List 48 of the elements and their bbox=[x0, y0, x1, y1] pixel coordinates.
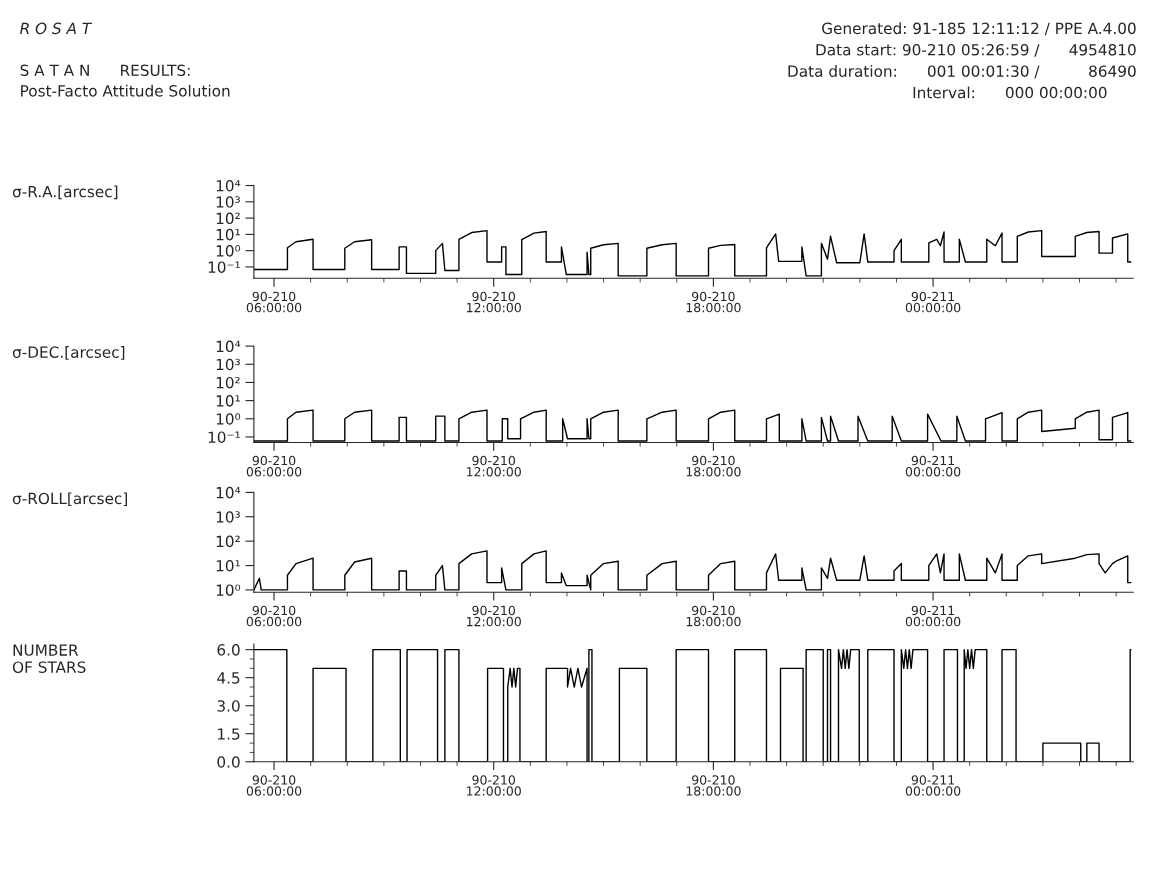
y-axis-title: NUMBER OF STARS bbox=[12, 644, 86, 673]
y-tick-label: 6.0 bbox=[217, 644, 240, 656]
text: R O S A T bbox=[20, 22, 93, 35]
y-tick-label: 10⁻¹ bbox=[208, 261, 240, 273]
y-tick-label: 0.0 bbox=[217, 756, 240, 768]
y-tick-label: 10³ bbox=[216, 358, 240, 371]
x-tick-label: 90-210 12:00:00 bbox=[467, 455, 521, 477]
y-tick-label: 10⁰ bbox=[216, 413, 241, 425]
x-tick-label: 90-210 06:00:00 bbox=[246, 455, 302, 477]
y-tick-label: 10³ bbox=[216, 196, 240, 208]
y-axis-title: σ-ROLL[arcsec] bbox=[12, 492, 127, 507]
y-tick-label: 10¹ bbox=[216, 560, 240, 572]
x-tick-label: 90-211 00:00:00 bbox=[905, 775, 961, 796]
y-axis-title: σ-R.A.[arcsec] bbox=[12, 185, 118, 200]
x-tick-label: 90-210 06:00:00 bbox=[246, 605, 302, 627]
y-tick-label: 10² bbox=[216, 535, 240, 548]
y-tick-label: 10⁴ bbox=[216, 180, 241, 192]
text: Data duration: 001 00:01:30 / 86490 bbox=[788, 65, 1136, 79]
x-tick-label: 90-210 12:00:00 bbox=[467, 605, 521, 627]
y-tick-label: 10¹ bbox=[216, 228, 240, 241]
text: Interval: 000 00:00:00 bbox=[913, 86, 1107, 99]
y-tick-label: 10⁰ bbox=[216, 245, 241, 257]
y-tick-label: 10² bbox=[216, 376, 240, 389]
x-tick-label: 90-210 18:00:00 bbox=[686, 605, 741, 627]
x-tick-label: 90-210 06:00:00 bbox=[246, 291, 302, 313]
y-tick-label: 10⁻¹ bbox=[208, 431, 240, 443]
x-tick-label: 90-210 18:00:00 bbox=[686, 775, 741, 796]
x-tick-label: 90-210 18:00:00 bbox=[686, 455, 741, 477]
y-tick-label: 10² bbox=[216, 212, 240, 225]
text: S A T A N RESULTS: Post-Facto Attitude Solution bbox=[20, 64, 230, 97]
text: Generated: 91-185 12:11:12 / PPE A.4.00 bbox=[822, 22, 1136, 36]
y-tick-label: 10⁴ bbox=[216, 340, 241, 353]
x-tick-label: 90-210 12:00:00 bbox=[467, 775, 521, 796]
y-tick-label: 3.0 bbox=[217, 700, 240, 712]
x-tick-label: 90-210 12:00:00 bbox=[467, 291, 521, 313]
x-tick-label: 90-211 00:00:00 bbox=[905, 455, 961, 477]
x-tick-label: 90-210 06:00:00 bbox=[246, 775, 302, 796]
x-tick-label: 90-211 00:00:00 bbox=[905, 605, 961, 627]
x-tick-label: 90-210 18:00:00 bbox=[686, 291, 741, 313]
text: Data start: 90-210 05:26:59 / 4954810 bbox=[816, 43, 1136, 57]
y-tick-label: 10¹ bbox=[216, 395, 240, 407]
x-tick-label: 90-211 00:00:00 bbox=[905, 291, 961, 313]
y-tick-label: 10⁴ bbox=[216, 486, 241, 499]
y-tick-label: 4.5 bbox=[217, 672, 240, 684]
y-axis-title: σ-DEC.[arcsec] bbox=[12, 346, 125, 360]
y-tick-label: 1.5 bbox=[218, 728, 240, 740]
y-tick-label: 10³ bbox=[216, 511, 240, 523]
y-tick-label: 10⁰ bbox=[216, 584, 241, 596]
